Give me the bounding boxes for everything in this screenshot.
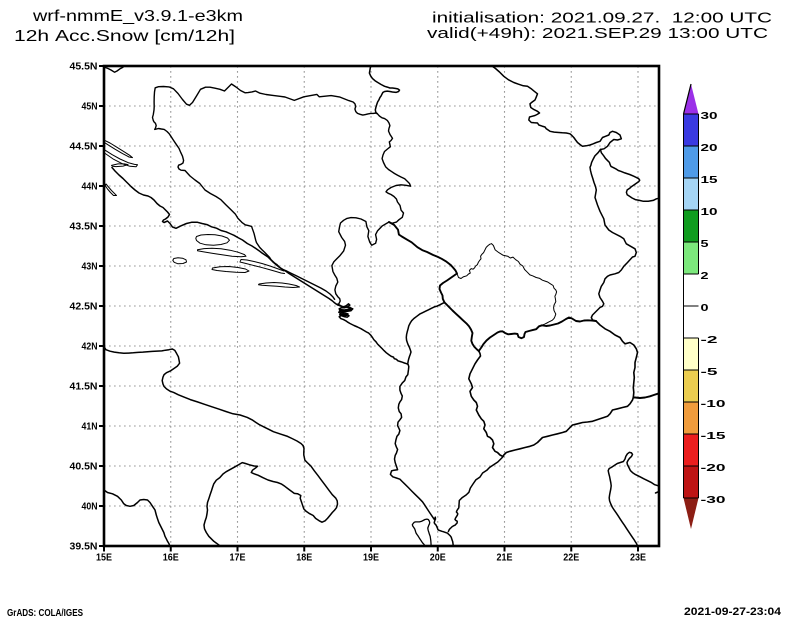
svg-text:20: 20 xyxy=(701,143,719,154)
svg-text:initialisation: 2021.09.27. 1: initialisation: 2021.09.27. 12:00 UTC xyxy=(432,10,772,27)
svg-text:2: 2 xyxy=(701,271,710,282)
svg-text:5: 5 xyxy=(701,239,710,250)
svg-text:43.5N: 43.5N xyxy=(70,221,98,233)
svg-text:GrADS: COLA/IGES: GrADS: COLA/IGES xyxy=(7,608,83,618)
svg-text:40N: 40N xyxy=(82,501,98,513)
svg-text:15E: 15E xyxy=(96,552,112,564)
svg-text:-20: -20 xyxy=(701,463,727,474)
svg-text:22E: 22E xyxy=(563,552,579,564)
svg-text:-30: -30 xyxy=(701,495,727,506)
svg-text:43N: 43N xyxy=(82,261,98,273)
svg-text:10: 10 xyxy=(701,207,719,218)
svg-text:valid(+49h): 2021.SEP.29 13:00: valid(+49h): 2021.SEP.29 13:00 UTC xyxy=(427,25,768,42)
svg-text:44N: 44N xyxy=(82,181,98,193)
svg-text:12h Acc.Snow [cm/12h]: 12h Acc.Snow [cm/12h] xyxy=(14,28,235,45)
svg-text:30: 30 xyxy=(701,111,719,122)
svg-text:2021-09-27-23:04: 2021-09-27-23:04 xyxy=(684,606,782,618)
svg-text:45N: 45N xyxy=(82,101,98,113)
svg-text:39.5N: 39.5N xyxy=(70,541,98,553)
svg-text:16E: 16E xyxy=(163,552,179,564)
svg-text:40.5N: 40.5N xyxy=(70,461,98,473)
svg-text:-15: -15 xyxy=(701,431,727,442)
svg-text:15: 15 xyxy=(701,175,719,186)
svg-text:41.5N: 41.5N xyxy=(70,381,98,393)
svg-text:18E: 18E xyxy=(296,552,312,564)
svg-text:45.5N: 45.5N xyxy=(70,61,98,73)
svg-text:21E: 21E xyxy=(497,552,513,564)
svg-text:-2: -2 xyxy=(701,335,719,346)
svg-text:-5: -5 xyxy=(701,367,719,378)
svg-text:23E: 23E xyxy=(630,552,646,564)
svg-text:44.5N: 44.5N xyxy=(70,141,98,153)
svg-text:20E: 20E xyxy=(430,552,446,564)
svg-text:42N: 42N xyxy=(82,341,98,353)
svg-text:17E: 17E xyxy=(230,552,246,564)
svg-text:wrf-nmmE_v3.9.1-e3km: wrf-nmmE_v3.9.1-e3km xyxy=(32,8,243,25)
svg-text:0: 0 xyxy=(701,303,710,314)
svg-text:19E: 19E xyxy=(363,552,379,564)
svg-text:-10: -10 xyxy=(701,399,727,410)
svg-text:42.5N: 42.5N xyxy=(70,301,98,313)
svg-text:41N: 41N xyxy=(82,421,98,433)
